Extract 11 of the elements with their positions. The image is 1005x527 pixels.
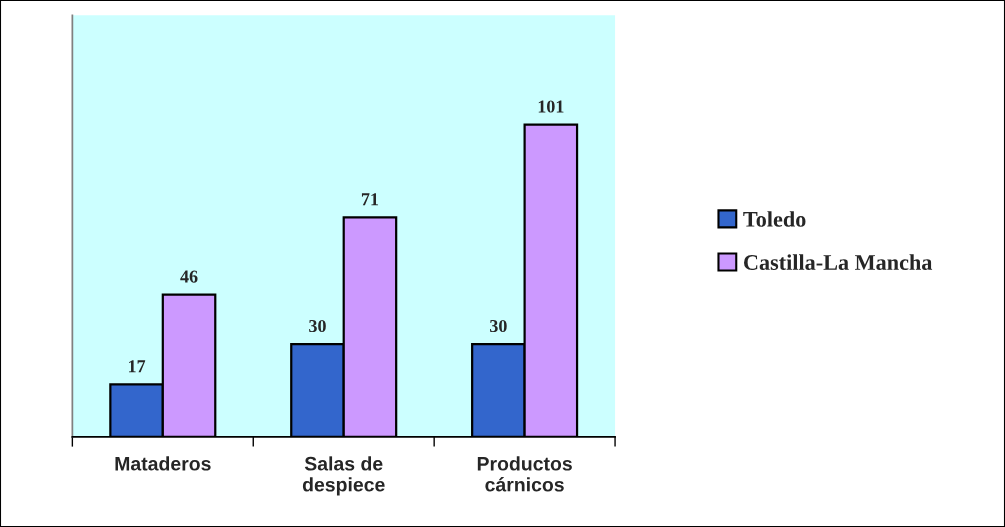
- x-tick-label: Salas de despiece: [302, 456, 385, 496]
- data-label: 30: [490, 319, 507, 333]
- legend-label: Castilla-La Mancha: [744, 254, 933, 270]
- data-label: 17: [129, 360, 146, 373]
- data-label: 101: [538, 100, 564, 113]
- x-tick-label: Mataderos: [115, 456, 211, 471]
- data-label: 30: [309, 319, 326, 333]
- legend-label: Toledo: [743, 211, 806, 227]
- data-label: 71: [361, 193, 379, 206]
- x-tick-label: Productos cárnicos: [477, 456, 572, 492]
- data-label: 46: [180, 270, 198, 283]
